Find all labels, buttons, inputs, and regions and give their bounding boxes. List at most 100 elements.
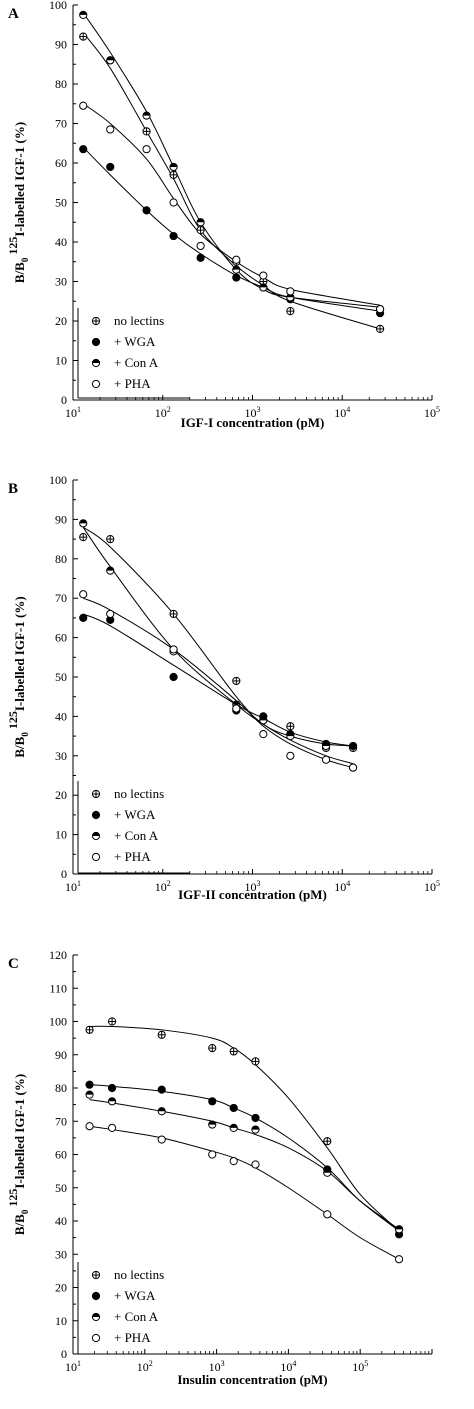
data-point-s4-6 (251, 1160, 260, 1169)
legend: no lectins + WGA + Con A + PHA (77, 781, 190, 874)
y-tick-label: 70 (55, 591, 67, 605)
x-tick-label: 103 (245, 405, 261, 420)
fit-curve-3 (82, 526, 354, 765)
data-point-s1-4 (232, 676, 241, 686)
legend-entry-1: no lectins (114, 1267, 164, 1282)
y-tick-label: 10 (55, 1314, 67, 1328)
data-point-s4-5 (259, 730, 268, 739)
panel-label: B (8, 481, 18, 497)
data-point-s1-8 (286, 307, 295, 316)
data-point-s2-1 (79, 145, 88, 154)
legend-marker-1 (91, 1270, 101, 1280)
data-point-s3-5 (196, 218, 205, 227)
data-point-s2-5 (229, 1103, 238, 1113)
data-point-s4-8 (394, 1255, 404, 1264)
fit-curve-2 (89, 1084, 400, 1232)
legend-entry-3: + Con A (114, 1309, 159, 1324)
y-tick-label: 70 (55, 117, 67, 131)
data-point-s3-3 (142, 111, 151, 120)
legend-entry-3: + Con A (114, 355, 159, 370)
data-point-s4-6 (286, 751, 295, 760)
chart-panel-c: C 0 10 20 30 40 50 60 70 80 90 100 110 120 101 102 103 10… (6, 948, 433, 1387)
y-tick-label: 50 (55, 196, 67, 210)
data-point-s1-4 (169, 170, 178, 179)
data-point-s3-7 (259, 283, 268, 292)
x-tick-label: 105 (424, 405, 440, 420)
legend-entry-1: no lectins (114, 786, 164, 801)
x-tick-label: 104 (280, 1359, 296, 1374)
x-tick-label: 105 (424, 879, 440, 894)
legend-entry-2: + WGA (114, 334, 156, 349)
data-point-s2-8 (348, 741, 358, 751)
y-axis-label: B/B0125I-labelled IGF-1 (%) (6, 596, 30, 757)
data-point-s3-3 (157, 1107, 166, 1116)
legend-marker-1 (91, 789, 101, 799)
data-point-s1-2 (106, 535, 115, 544)
y-tick-label: 100 (49, 0, 67, 12)
fit-curve-2 (82, 146, 381, 312)
legend-marker-4 (91, 1333, 101, 1343)
data-point-s3-2 (106, 56, 115, 65)
legend-entry-2: + WGA (114, 1288, 156, 1303)
y-tick-label: 0 (61, 393, 67, 407)
data-point-s4-5 (229, 1157, 238, 1166)
data-point-s4-8 (286, 287, 295, 296)
x-tick-label: 103 (245, 879, 261, 894)
y-tick-label: 60 (55, 631, 67, 645)
x-tick-label: 102 (137, 1359, 153, 1374)
data-point-s3-6 (286, 732, 295, 741)
x-tick-label: 105 (352, 1359, 368, 1374)
data-point-s1-4 (208, 1044, 217, 1053)
data-point-s2-2 (106, 162, 115, 172)
fit-curve-1 (82, 32, 381, 330)
y-tick-label: 80 (55, 77, 67, 91)
data-point-s1-1 (79, 32, 88, 41)
y-tick-label: 20 (55, 1281, 67, 1295)
y-tick-label: 0 (61, 867, 67, 881)
y-tick-label: 10 (55, 354, 67, 368)
panel-label: C (8, 956, 19, 972)
y-tick-label: 10 (55, 828, 67, 842)
y-tick-label: 90 (55, 38, 67, 52)
legend-entry-1: no lectins (114, 313, 164, 328)
panel-label: A (8, 6, 19, 22)
data-point-s3-1 (79, 519, 88, 528)
data-point-s4-2 (107, 1123, 117, 1133)
x-tick-label: 104 (334, 405, 350, 420)
y-tick-label: 30 (55, 1247, 67, 1261)
y-tick-label: 30 (55, 749, 67, 763)
legend-marker-3 (91, 831, 101, 841)
data-point-s1-5 (196, 226, 205, 235)
y-tick-label: 80 (55, 1081, 67, 1095)
x-tick-label: 101 (65, 405, 81, 420)
x-tick-label: 102 (155, 405, 171, 420)
data-point-s3-4 (169, 162, 178, 172)
fit-curve-2 (83, 613, 354, 747)
x-axis-label: Insulin concentration (pM) (177, 1372, 327, 1387)
legend-marker-2 (91, 1291, 101, 1301)
y-tick-label: 100 (49, 473, 67, 487)
y-tick-label: 40 (55, 235, 67, 249)
data-point-s4-3 (157, 1135, 166, 1144)
data-point-s2-4 (169, 231, 178, 241)
data-point-s3-6 (251, 1125, 260, 1134)
y-axis-label: B/B0125I-labelled IGF-1 (%) (6, 1074, 30, 1235)
data-point-s1-6 (251, 1057, 260, 1066)
data-point-s4-1 (79, 101, 88, 110)
data-point-s3-7 (321, 741, 331, 751)
fit-curve-4 (89, 1125, 400, 1260)
x-tick-label: 102 (155, 879, 171, 894)
data-point-s3-5 (259, 716, 268, 725)
data-point-s4-4 (169, 198, 178, 207)
y-tick-label: 110 (49, 981, 67, 995)
y-tick-label: 60 (55, 1148, 67, 1162)
y-tick-label: 120 (49, 948, 67, 962)
y-tick-label: 0 (61, 1347, 67, 1361)
data-point-s3-5 (229, 1123, 238, 1133)
data-point-s1-6 (286, 722, 295, 731)
legend-marker-4 (91, 852, 101, 862)
legend-marker-2 (91, 810, 101, 820)
y-tick-label: 60 (55, 156, 67, 170)
data-point-s4-7 (321, 755, 331, 764)
data-point-s2-1 (79, 613, 88, 623)
